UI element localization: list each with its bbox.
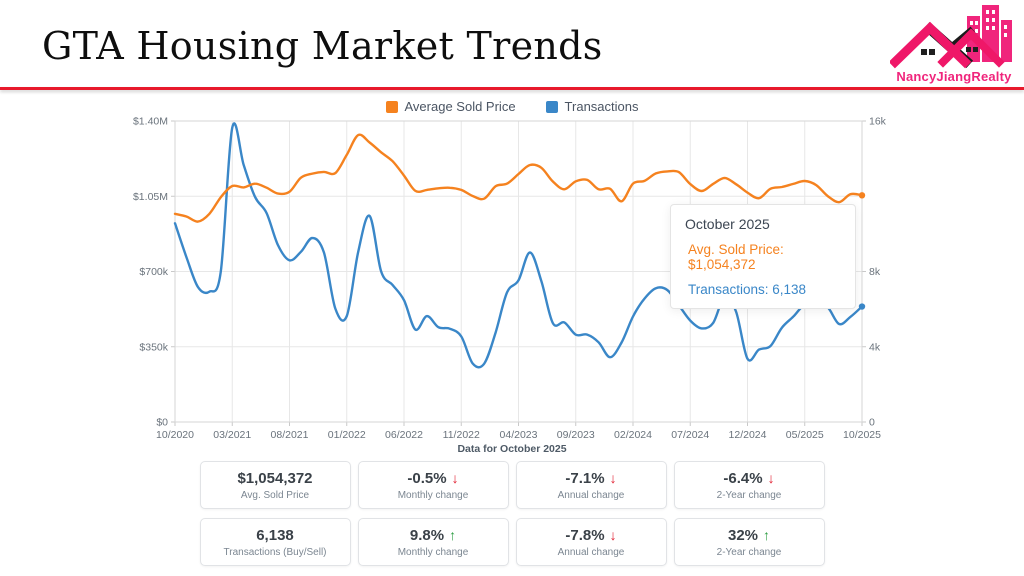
- tooltip-price-line: Avg. Sold Price: $1,054,372: [688, 242, 784, 272]
- stat-card: 6,138 Transactions (Buy/Sell): [199, 518, 351, 566]
- stat-card: -6.4% ↓ 2-Year change: [673, 461, 825, 509]
- avg-sold-price-line[interactable]: [173, 133, 864, 223]
- stat-label: Monthly change: [397, 490, 469, 501]
- stat-label: Transactions (Buy/Sell): [223, 547, 327, 558]
- x-axis-tick-label: 10/2020: [156, 429, 194, 441]
- chart-tooltip: October 2025 Avg. Sold Price: $1,054,372…: [670, 204, 856, 309]
- avg-sold-price-endpoint-dot[interactable]: [858, 192, 866, 199]
- y-left-tick-label: $700k: [139, 266, 168, 278]
- x-axis-tick-label: 11/2022: [443, 429, 480, 441]
- x-axis-tick-label: 09/2023: [557, 429, 595, 441]
- logo-roofs-icon: [890, 21, 1005, 69]
- y-left-tick-label: $350k: [139, 341, 168, 353]
- transactions-endpoint-dot[interactable]: [858, 303, 866, 310]
- x-axis-tick-label: 04/2023: [500, 429, 538, 441]
- x-axis-tick-label: 05/2025: [786, 429, 824, 441]
- arrow-up-icon: ↑: [449, 527, 457, 543]
- y-left-tick-label: $0: [156, 417, 168, 429]
- y-right-tick-label: 16k: [869, 116, 887, 128]
- realty-logo: NancyJiangRealty: [890, 5, 1012, 84]
- y-left-tick-label: $1.05M: [133, 191, 168, 203]
- data-footnote: Data for October 2025: [457, 443, 567, 455]
- arrow-down-icon: ↓: [609, 470, 617, 486]
- x-axis-tick-label: 07/2024: [671, 429, 709, 441]
- stat-card: 9.8% ↑ Monthly change: [357, 518, 509, 566]
- x-axis-tick-label: 10/2025: [843, 429, 881, 441]
- stat-label: Monthly change: [397, 547, 469, 558]
- stat-label: Annual change: [557, 547, 625, 558]
- red-divider: [0, 87, 1024, 90]
- stats-row-transactions: 6,138 Transactions (Buy/Sell) 9.8% ↑ Monthly…: [0, 518, 1024, 566]
- legend-label: Transactions: [564, 99, 639, 114]
- x-axis-tick-label: 01/2022: [328, 429, 366, 441]
- legend-item[interactable]: Transactions: [545, 99, 639, 114]
- stat-card: $1,054,372 Avg. Sold Price: [199, 461, 351, 509]
- stats-row-price: $1,054,372 Avg. Sold Price -0.5% ↓ Monthly c…: [0, 461, 1024, 509]
- stat-label: 2-Year change: [716, 490, 782, 501]
- x-axis-tick-label: 12/2024: [729, 429, 767, 441]
- chart-legend: Average Sold Price Transactions: [0, 99, 1024, 114]
- stat-value: 32% ↑: [727, 527, 771, 544]
- arrow-down-icon: ↓: [451, 470, 459, 486]
- stat-card: -7.1% ↓ Annual change: [515, 461, 667, 509]
- trend-chart[interactable]: 10/2020 03/2021 08/2021 01/2022 06/2022 11/20…: [0, 0, 1024, 460]
- stat-label: Annual change: [557, 490, 625, 501]
- y-left-tick-label: $1.40M: [133, 116, 168, 128]
- arrow-down-icon: ↓: [609, 527, 617, 543]
- x-axis-tick-label: 02/2024: [614, 429, 652, 441]
- stat-label: Avg. Sold Price: [240, 490, 310, 501]
- stat-value: -0.5% ↓: [407, 470, 459, 487]
- stat-card: 32% ↑ 2-Year change: [673, 518, 825, 566]
- stat-value: 9.8% ↑: [409, 527, 457, 544]
- y-right-tick-label: 8k: [869, 266, 881, 278]
- stat-value: -7.1% ↓: [565, 470, 617, 487]
- stat-value: -7.8% ↓: [565, 527, 617, 544]
- stat-card: -7.8% ↓ Annual change: [515, 518, 667, 566]
- tooltip-title: October 2025: [685, 216, 770, 232]
- legend-swatch-icon: [385, 100, 398, 113]
- stat-value: $1,054,372: [237, 470, 313, 487]
- tooltip-transactions-line: Transactions: 6,138: [688, 282, 807, 297]
- legend-label: Average Sold Price: [404, 99, 516, 114]
- arrow-up-icon: ↑: [763, 527, 771, 543]
- logo-wordmark: NancyJiangRealty: [896, 69, 1012, 84]
- x-axis-tick-label: 06/2022: [385, 429, 423, 441]
- stat-value: 6,138: [256, 527, 294, 544]
- stat-card: -0.5% ↓ Monthly change: [357, 461, 509, 509]
- y-right-tick-label: 0: [869, 417, 875, 429]
- page-title: GTA Housing Market Trends: [42, 24, 603, 68]
- transactions-line[interactable]: [173, 122, 864, 369]
- x-axis-tick-label: 03/2021: [213, 429, 251, 441]
- stat-value: -6.4% ↓: [723, 470, 775, 487]
- logo-windows-icon: [921, 47, 978, 55]
- stat-label: 2-Year change: [716, 547, 782, 558]
- x-axis-tick-label: 08/2021: [271, 429, 309, 441]
- legend-swatch-icon: [545, 100, 558, 113]
- legend-item[interactable]: Average Sold Price: [385, 99, 516, 114]
- y-right-tick-label: 4k: [869, 341, 881, 353]
- arrow-down-icon: ↓: [767, 470, 775, 486]
